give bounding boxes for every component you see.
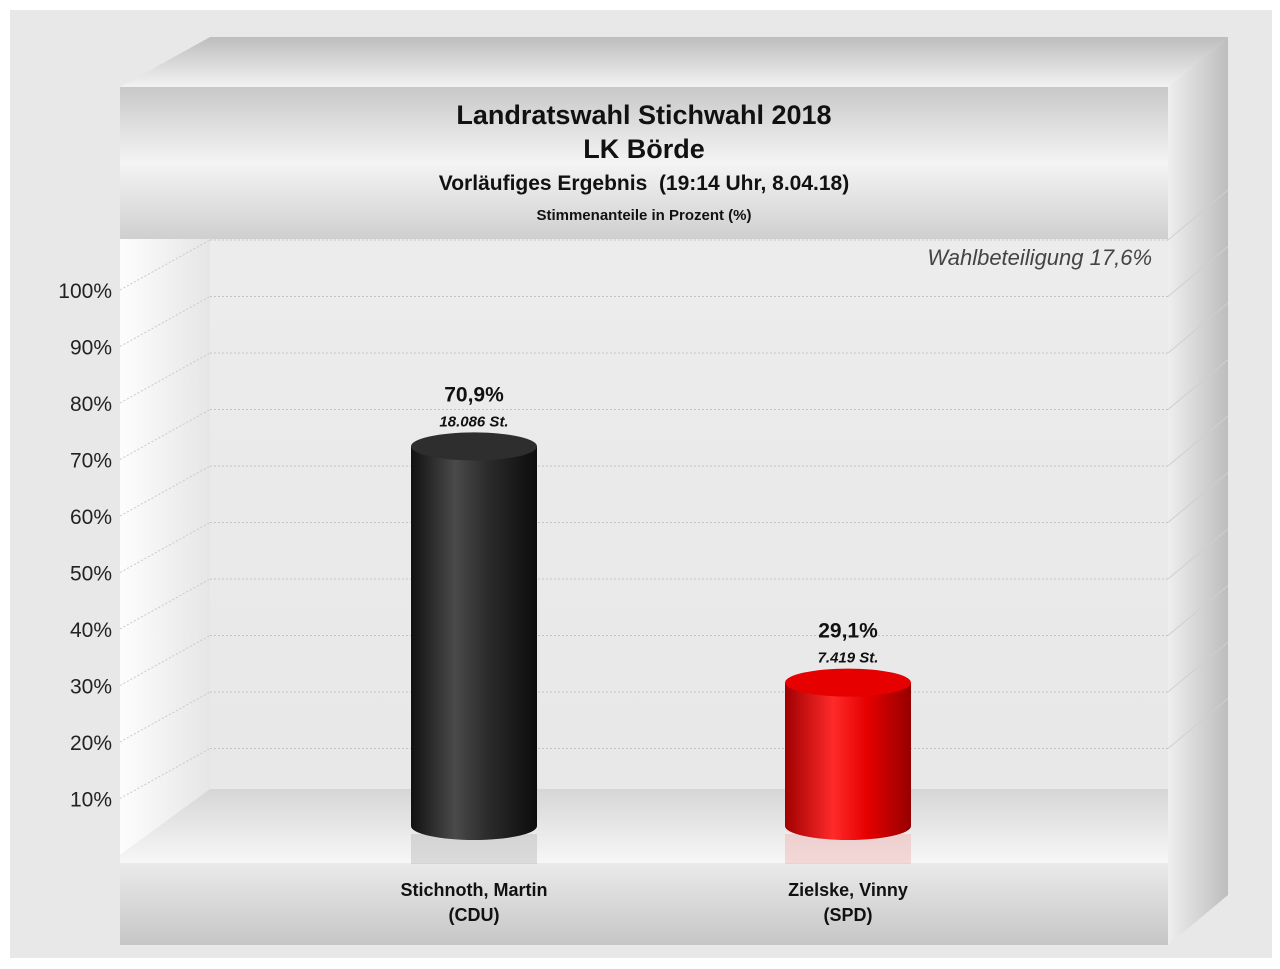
box-right-face	[1168, 37, 1228, 945]
gridline-right-face	[1167, 698, 1229, 749]
category-band	[120, 863, 1168, 945]
gridline-wall	[119, 239, 211, 291]
left-wall	[120, 239, 210, 855]
y-tick-label: 80%	[70, 393, 112, 416]
gridline-right-face	[1167, 585, 1229, 636]
bar-value-label: 70,9%	[444, 383, 504, 406]
gridline-wall	[119, 296, 211, 347]
title-band	[120, 87, 1168, 239]
gridline-right-face	[1167, 472, 1229, 523]
gridlines	[119, 189, 1229, 799]
y-tick-label: 70%	[70, 450, 112, 473]
floor	[120, 789, 1168, 863]
chart-title: Landratswahl Stichwahl 2018	[456, 100, 831, 130]
y-tick-label: 30%	[70, 676, 112, 699]
bar-cylinder	[785, 682, 911, 840]
gridline-wall	[119, 409, 211, 460]
gridline-right-face	[1167, 302, 1229, 354]
y-tick-label: 20%	[70, 732, 112, 755]
gridline-right-face	[1167, 189, 1229, 241]
bar-votes-label: 18.086 St.	[439, 413, 508, 430]
chart-subtitle-result: Vorläufiges Ergebnis (19:14 Uhr, 8.04.18…	[439, 172, 849, 195]
y-tick-label: 50%	[70, 563, 112, 586]
gridline-right-face	[1167, 528, 1229, 580]
y-tick-label: 40%	[70, 619, 112, 642]
gridline-wall	[119, 352, 211, 404]
bars	[411, 432, 911, 864]
bar-cylinder-top	[411, 432, 537, 461]
category-party-label: (SPD)	[824, 905, 873, 925]
y-tick-label: 60%	[70, 506, 112, 529]
gridline-right-face	[1167, 246, 1229, 297]
bar-value-label: 29,1%	[818, 620, 878, 643]
category-label: Zielske, Vinny	[788, 880, 908, 900]
chart-subtitle-units: Stimmenanteile in Prozent (%)	[536, 207, 751, 224]
gridline-right-face	[1167, 415, 1229, 467]
category-party-label: (CDU)	[449, 905, 500, 925]
gridline-wall	[119, 691, 211, 743]
gridline-wall	[119, 748, 211, 799]
y-axis-ticks: 10% 20% 30% 40% 50% 60% 70% 80% 90% 100%	[58, 280, 112, 812]
chart-subtitle: LK Börde	[583, 134, 705, 164]
y-tick-label: 90%	[70, 337, 112, 360]
y-tick-label: 100%	[58, 280, 112, 303]
y-tick-label: 10%	[70, 789, 112, 812]
gridline-wall	[119, 635, 211, 686]
category-label: Stichnoth, Martin	[401, 880, 548, 900]
gridline-wall	[119, 522, 211, 573]
bar-cylinder-top	[785, 668, 911, 697]
gridline-right-face	[1167, 359, 1229, 410]
gridline-wall	[119, 465, 211, 517]
gridline-wall	[119, 578, 211, 630]
bar-cylinder	[411, 446, 537, 840]
bar-votes-label: 7.419 St.	[818, 650, 879, 667]
turnout-annotation: Wahlbeteiligung 17,6%	[927, 245, 1152, 270]
box-top-face	[120, 37, 1228, 87]
bar-labels: 70,9% 18.086 St. Stichnoth, Martin (CDU) 29,…	[401, 383, 908, 925]
gridline-right-face	[1167, 641, 1229, 693]
back-wall	[210, 239, 1168, 789]
